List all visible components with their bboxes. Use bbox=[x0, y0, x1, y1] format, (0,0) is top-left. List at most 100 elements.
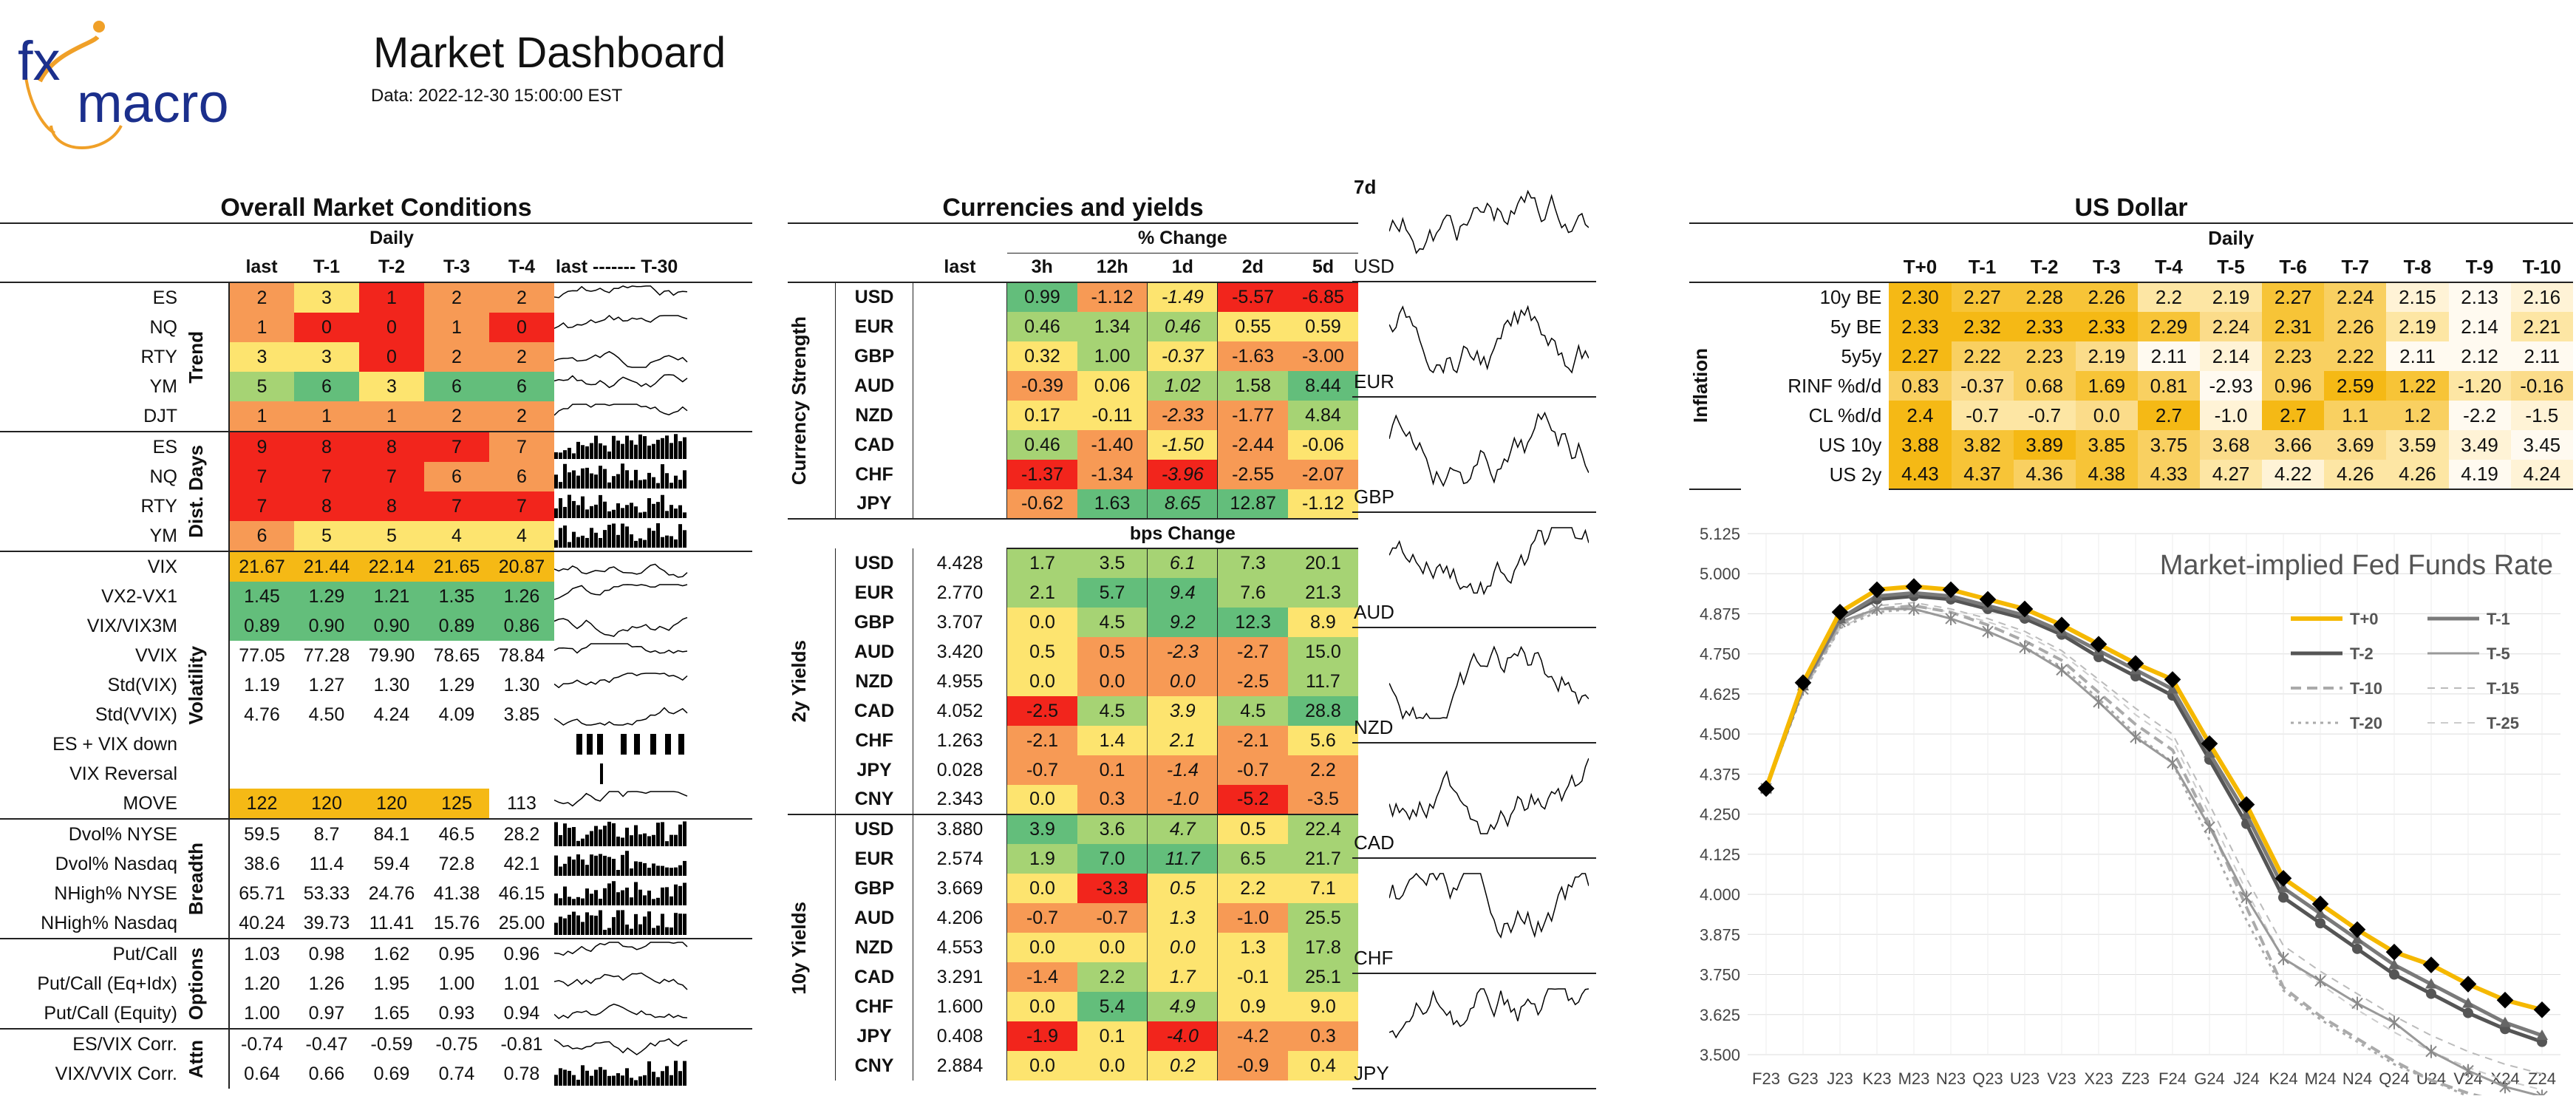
spark-bar bbox=[661, 887, 665, 905]
cy-cell: 5.4 bbox=[1077, 992, 1148, 1021]
spark-bar bbox=[652, 1072, 656, 1086]
usd-title: US Dollar bbox=[2074, 194, 2188, 222]
cy-group-label: Currency Strength bbox=[788, 316, 810, 486]
omc-group-label: Attn bbox=[185, 1040, 207, 1078]
spark-bar bbox=[572, 500, 576, 518]
series-line-T-20 bbox=[1765, 608, 2479, 1099]
x-tick-label: Z23 bbox=[2122, 1069, 2150, 1088]
omc-cell: 1.30 bbox=[503, 674, 540, 695]
cy-row: JPY -0.62 1.63 8.65 12.87 -1.12 bbox=[788, 489, 1358, 519]
y-tick-label: 4.375 bbox=[1700, 765, 1740, 783]
omc-cell: 0.90 bbox=[294, 611, 359, 641]
cy-cell: 4.5 bbox=[1217, 696, 1288, 726]
omc-sparkline bbox=[554, 849, 752, 879]
omc-sparkline bbox=[554, 282, 752, 313]
spark-bar bbox=[607, 1075, 612, 1086]
cy-cell: -0.1 bbox=[1217, 962, 1288, 992]
usd-period: Daily bbox=[2208, 227, 2255, 249]
cy-cell: 3.5 bbox=[1077, 548, 1148, 578]
spark-bar bbox=[683, 913, 687, 935]
omc-cell: 120 bbox=[359, 789, 424, 819]
spark-bar bbox=[572, 911, 576, 935]
cy-cell: 11.7 bbox=[1147, 844, 1219, 874]
cy-cell: -2.5 bbox=[1217, 667, 1288, 696]
spark-7d-chf: CHF bbox=[1352, 863, 1596, 974]
spark-bar bbox=[678, 885, 683, 905]
omc-cell: 1.21 bbox=[359, 582, 424, 611]
spark-7d-label: AUD bbox=[1354, 601, 1394, 623]
usd-cell: 2.33 bbox=[1889, 312, 1952, 341]
cy-row-label: CHF bbox=[835, 992, 913, 1021]
spark-bar bbox=[674, 913, 678, 935]
usd-row-label: CL %d/d bbox=[1808, 404, 1882, 426]
spark-bar bbox=[634, 882, 638, 905]
usd-cell: 1.1 bbox=[2324, 401, 2387, 430]
spark-bar bbox=[652, 899, 656, 905]
spark-7d-jpy: JPY bbox=[1352, 979, 1596, 1089]
spark-bar bbox=[559, 866, 563, 876]
usd-cell: 1.69 bbox=[2075, 371, 2138, 401]
cy-cell: 1.7 bbox=[1006, 548, 1077, 578]
point-T1 bbox=[2388, 959, 2400, 970]
spark-bar bbox=[576, 441, 581, 459]
omc-cell: 41.38 bbox=[433, 882, 480, 904]
point-T1 bbox=[2536, 1029, 2548, 1040]
spark-bar bbox=[661, 913, 665, 935]
point-T0 bbox=[2016, 600, 2034, 618]
usd-col-header: T-9 bbox=[2448, 253, 2511, 283]
spark-bar bbox=[656, 897, 661, 905]
cy-row-label: GBP bbox=[835, 608, 913, 637]
spark-bar bbox=[665, 841, 669, 846]
cy-cell: -2.1 bbox=[1006, 726, 1077, 755]
omc-cell: 79.90 bbox=[368, 644, 415, 666]
omc-cell: 28.2 bbox=[503, 823, 540, 845]
spark-bar bbox=[607, 525, 612, 548]
spark-bar bbox=[594, 1069, 599, 1086]
spark-bar bbox=[603, 445, 607, 459]
omc-cell: 1.26 bbox=[308, 973, 345, 994]
omc-cell: 4.76 bbox=[244, 704, 280, 725]
cy-last-value: 0.028 bbox=[913, 755, 1008, 785]
omc-cell: 6 bbox=[489, 462, 555, 491]
omc-cell: 59.4 bbox=[373, 853, 410, 874]
cy-last-value bbox=[913, 430, 1008, 460]
point-T5 bbox=[2499, 1080, 2511, 1094]
spark-bar bbox=[616, 474, 621, 489]
spark-bar bbox=[621, 463, 625, 489]
cy-row: CNY 2.884 0.0 0.0 0.2 -0.9 0.4 bbox=[788, 1051, 1358, 1081]
cy-cell: 0.4 bbox=[1287, 1051, 1358, 1081]
point-T2 bbox=[2278, 892, 2289, 903]
omc-row: ES + VIX down bbox=[0, 729, 752, 759]
omc-table: Daily last T-1 T-2 T-3 T-4 last ------- T-30 ES… bbox=[0, 222, 753, 1089]
omc-cell: 0.98 bbox=[308, 943, 345, 964]
spark-bar bbox=[568, 472, 572, 489]
usd-cell: 4.26 bbox=[2324, 460, 2387, 490]
omc-cell: 1.00 bbox=[244, 1002, 280, 1024]
cy-cell: 0.55 bbox=[1217, 312, 1288, 341]
spark-line bbox=[554, 314, 688, 329]
spark-bar bbox=[625, 925, 630, 935]
omc-group-label: Options bbox=[185, 947, 207, 1021]
spark-bar bbox=[554, 922, 559, 935]
cy-group-label: 10y Yields bbox=[788, 901, 810, 995]
omc-sparkline bbox=[554, 491, 752, 521]
omc-row-label: ES bbox=[152, 287, 177, 308]
spark-7d-label: EUR bbox=[1354, 370, 1394, 392]
omc-col-header: T-3 bbox=[424, 253, 489, 283]
omc-sparkline bbox=[554, 462, 752, 491]
cy-cell: 11.7 bbox=[1287, 667, 1358, 696]
spark-bar bbox=[554, 893, 559, 905]
y-tick-label: 4.500 bbox=[1700, 725, 1740, 744]
cy-cell: 25.1 bbox=[1287, 962, 1358, 992]
cy-row-label: NZD bbox=[835, 401, 913, 430]
spark-bar bbox=[559, 834, 563, 846]
spark-bar bbox=[630, 480, 634, 489]
omc-cell: -0.47 bbox=[305, 1033, 348, 1055]
point-T5 bbox=[1871, 602, 1883, 616]
cy-cell: 1.58 bbox=[1217, 371, 1288, 401]
cy-row: EUR 2.770 2.1 5.7 9.4 7.6 21.3 bbox=[788, 578, 1358, 608]
omc-col-header: T-2 bbox=[359, 253, 424, 283]
spark-bar bbox=[652, 531, 656, 548]
spark-bar bbox=[625, 435, 630, 459]
omc-cell: 0.96 bbox=[503, 943, 540, 964]
